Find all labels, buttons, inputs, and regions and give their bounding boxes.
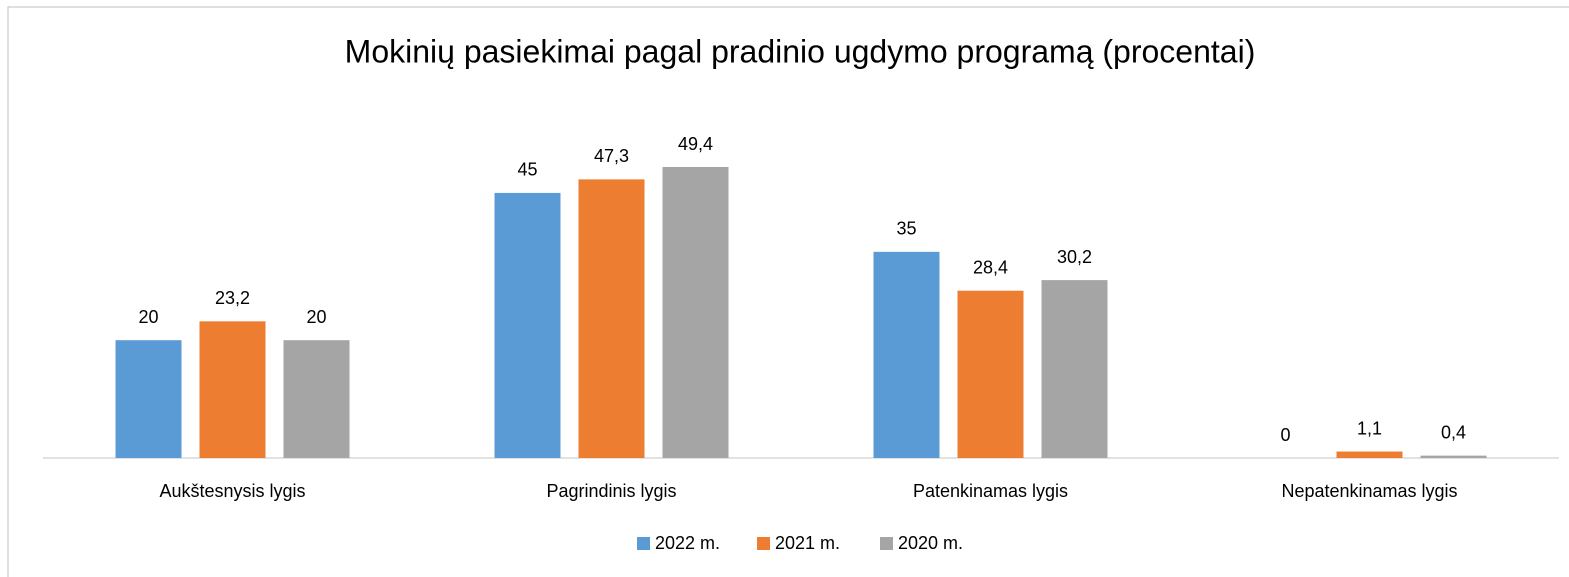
x-tick-label: Patenkinamas lygis [913, 481, 1068, 501]
bar [115, 340, 182, 458]
chart-title: Mokinių pasiekimai pagal pradinio ugdymo… [345, 33, 1256, 69]
data-label: 49,4 [678, 134, 713, 154]
bar [1420, 455, 1487, 458]
legend-label: 2020 m. [898, 533, 963, 553]
legend-label: 2022 m. [655, 533, 720, 553]
data-label: 0 [1280, 425, 1290, 445]
bar [662, 167, 729, 458]
bar [1336, 451, 1403, 458]
legend-swatch [757, 537, 770, 550]
bar [578, 179, 645, 458]
legend-swatch [880, 537, 893, 550]
bar [494, 192, 561, 459]
x-tick-label: Nepatenkinamas lygis [1281, 481, 1457, 501]
bar [283, 340, 350, 458]
bar [957, 290, 1024, 458]
data-label: 0,4 [1441, 422, 1466, 442]
legend-label: 2021 m. [775, 533, 840, 553]
data-label: 20 [138, 307, 158, 327]
x-tick-label: Aukštesnysis lygis [159, 481, 305, 501]
data-label: 28,4 [973, 257, 1008, 277]
data-label: 30,2 [1057, 247, 1092, 267]
bar [1041, 280, 1108, 458]
chart-frame [7, 6, 1569, 577]
legend-swatch [637, 537, 650, 550]
data-label: 47,3 [594, 146, 629, 166]
data-label: 23,2 [215, 288, 250, 308]
data-label: 45 [517, 160, 537, 180]
x-tick-label: Pagrindinis lygis [546, 481, 676, 501]
data-label: 35 [896, 219, 916, 239]
bar [873, 251, 940, 458]
bar [199, 321, 266, 458]
data-label: 1,1 [1357, 418, 1382, 438]
data-label: 20 [306, 307, 326, 327]
